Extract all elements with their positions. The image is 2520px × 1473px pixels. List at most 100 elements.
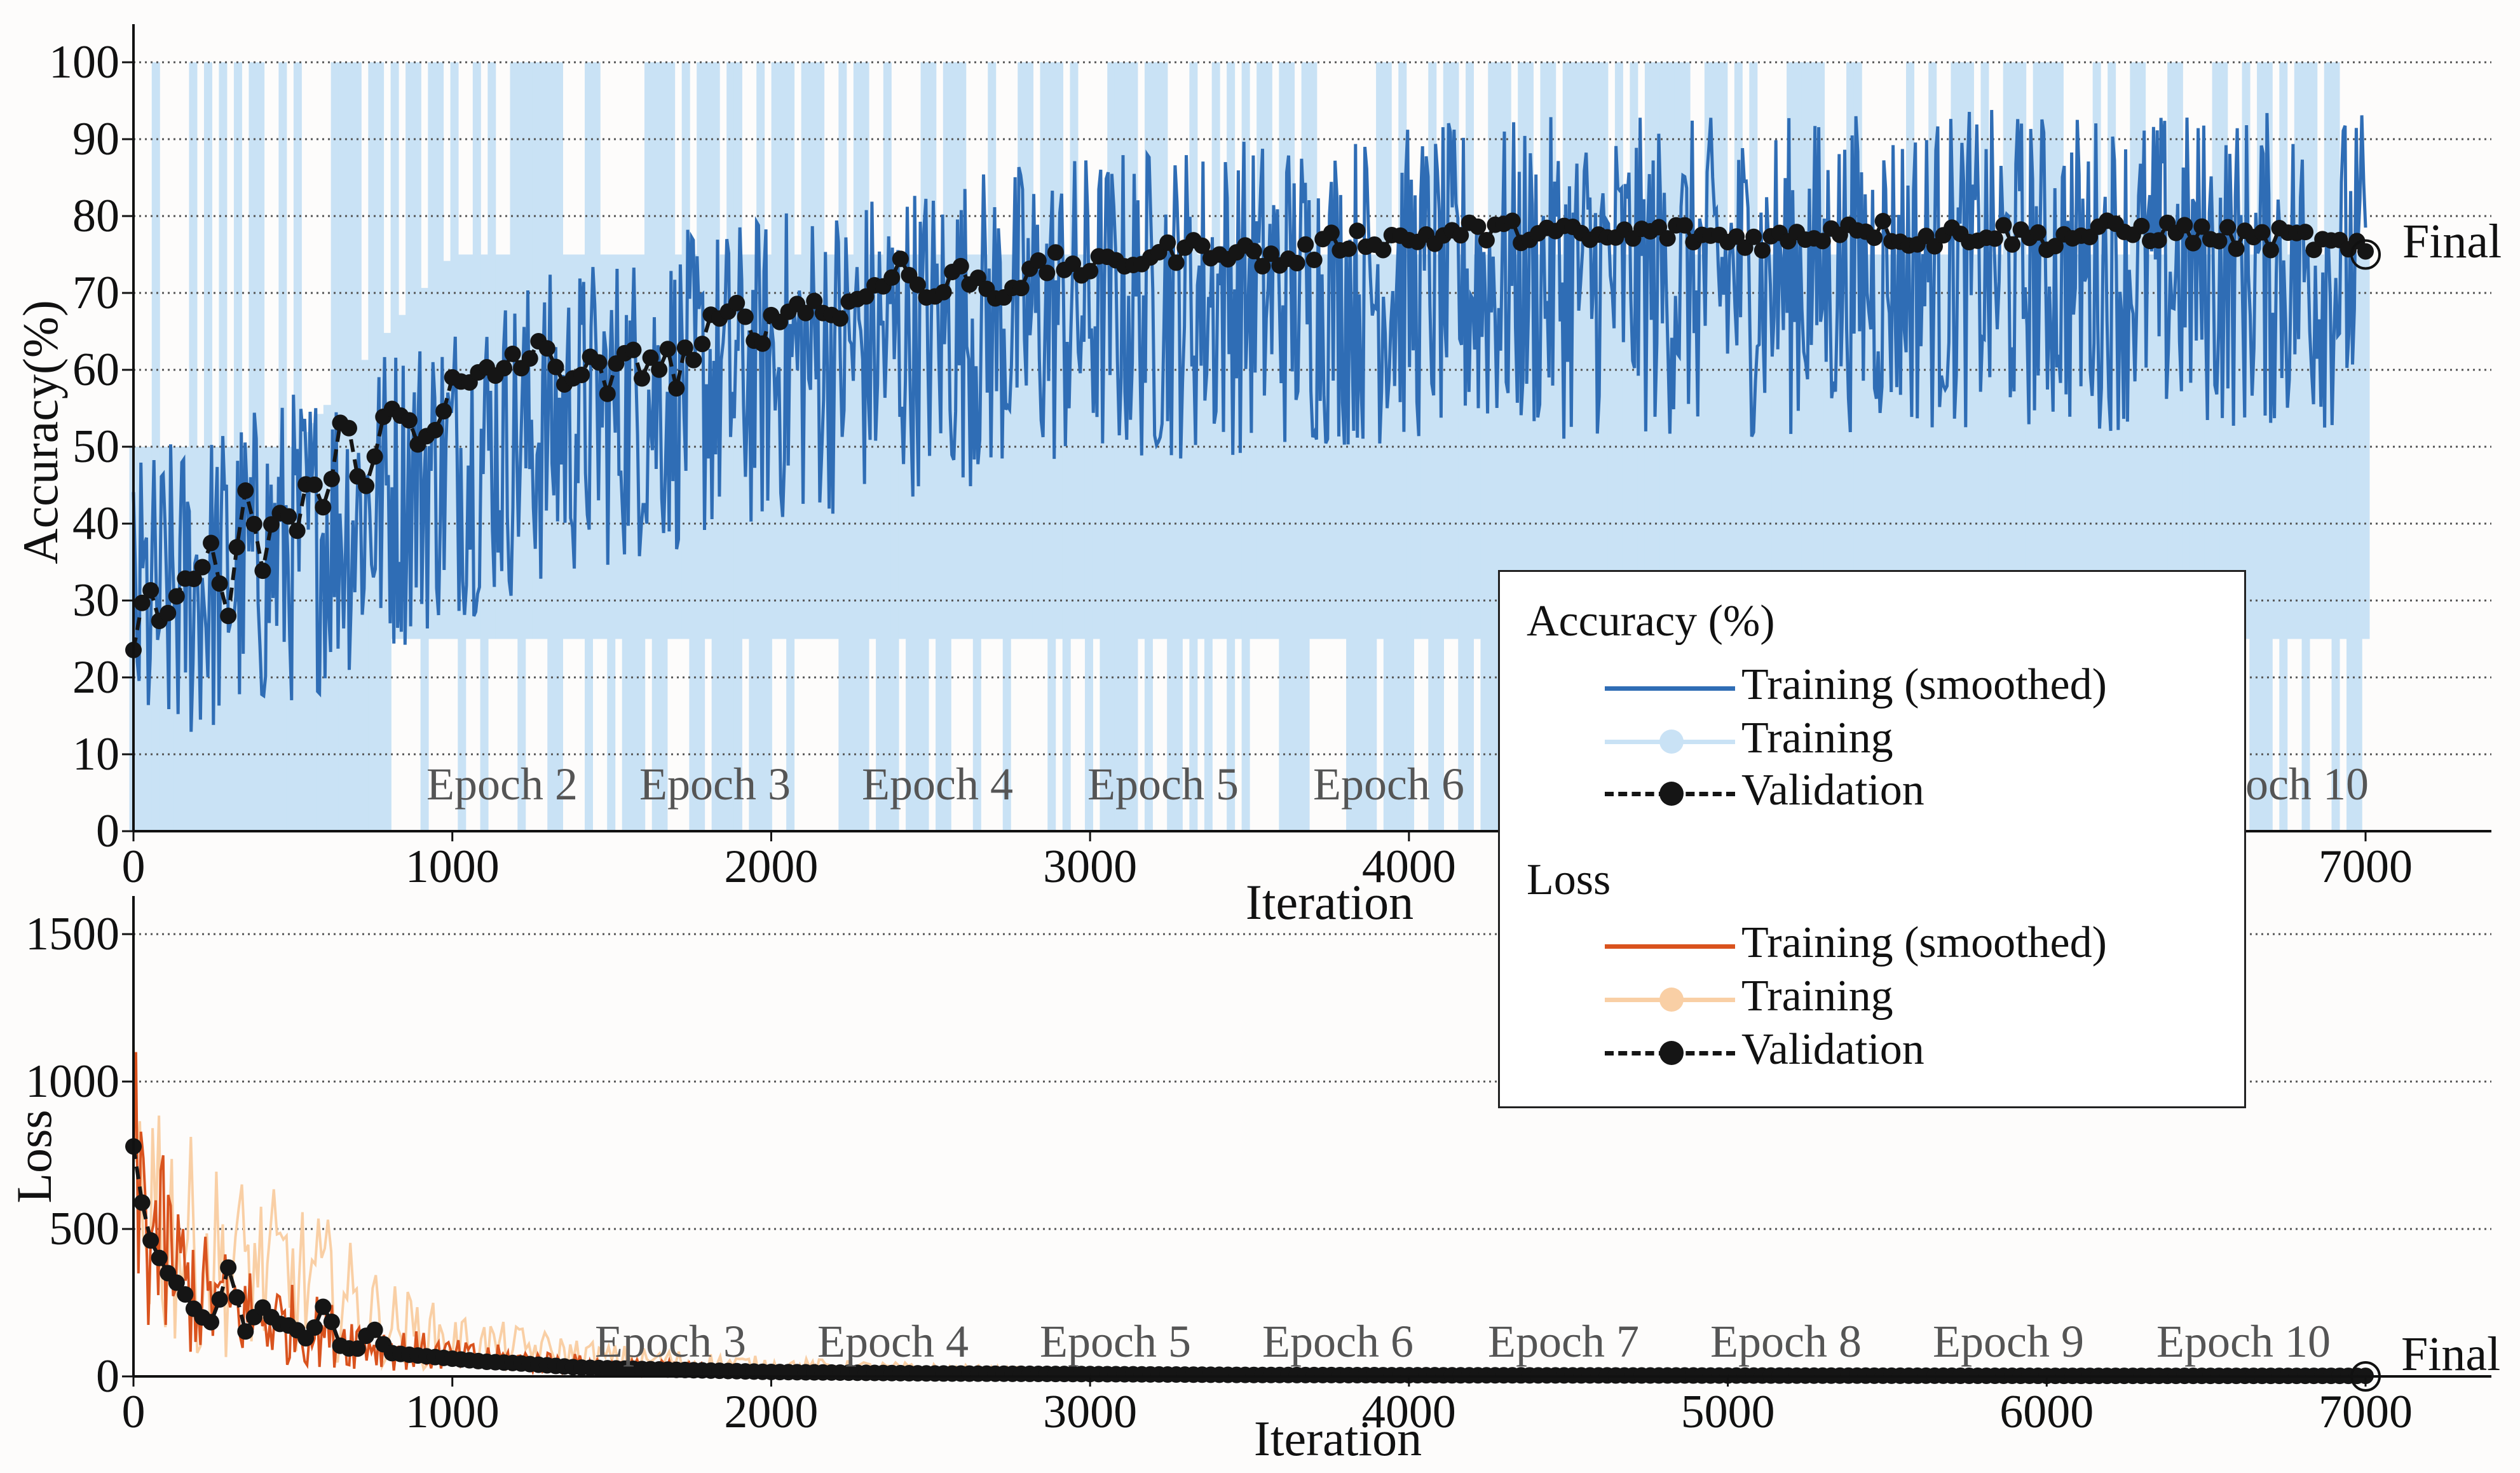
acc-validation-point [496, 360, 513, 377]
acc-validation-point [1297, 236, 1314, 253]
acc-final-marker [2350, 239, 2381, 270]
acc-validation-point [1659, 230, 1676, 247]
loss-validation-point [203, 1313, 220, 1331]
loss-xtick-label: 5000 [1681, 1386, 1775, 1438]
acc-validation-point [935, 283, 952, 301]
acc-validation-point [1159, 234, 1176, 251]
legend-loss-validation-label: Validation [1741, 1025, 1924, 1074]
acc-validation-point [220, 608, 237, 625]
acc-xtick-label: 2000 [724, 841, 818, 893]
acc-validation-point [142, 581, 160, 599]
acc-validation-point [1676, 217, 1693, 234]
legend-loss-title: Loss [1527, 855, 1611, 904]
accuracy-final-label: Final [2402, 215, 2502, 268]
acc-validation-point [969, 269, 986, 287]
acc-validation-point [1082, 262, 1099, 280]
loss-epoch-label: Epoch 7 [1488, 1316, 1639, 1367]
acc-validation-point [685, 351, 702, 369]
legend-acc-raw-label: Training [1741, 714, 1893, 763]
loss-validation-point [323, 1313, 340, 1331]
loss-validation-point [151, 1249, 168, 1266]
acc-epoch-label: Epoch 4 [862, 759, 1013, 810]
acc-validation-point [737, 308, 754, 325]
acc-validation-point [280, 508, 297, 525]
loss-xtick-label: 3000 [1043, 1386, 1137, 1438]
acc-validation-point [1047, 244, 1064, 261]
loss-xtick-label: 4000 [1362, 1386, 1456, 1438]
loss-epoch-label: Epoch 5 [1040, 1316, 1191, 1367]
acc-validation-point [952, 257, 969, 275]
loss-validation-point [220, 1259, 237, 1276]
acc-validation-point [892, 250, 909, 268]
acc-validation-point [168, 588, 185, 605]
loss-epoch-label: Epoch 10 [2156, 1316, 2331, 1367]
loss-epoch-labels: Epoch 3 Epoch 4 Epoch 5 Epoch 6 Epoch 7 Epoch… [595, 1316, 2331, 1367]
acc-validation-point [1375, 241, 1392, 259]
legend-accuracy-title: Accuracy (%) [1527, 597, 1775, 646]
acc-validation-point [2029, 224, 2047, 241]
acc-validation-point [1262, 245, 1279, 262]
acc-validation-point [1288, 255, 1305, 272]
acc-validation-point [2297, 224, 2314, 241]
acc-validation-point [289, 522, 306, 540]
acc-validation-point [306, 476, 323, 493]
loss-validation-point [228, 1289, 245, 1306]
legend-acc-validation-marker [1659, 782, 1684, 806]
loss-validation-point [366, 1321, 383, 1338]
acc-validation-point [1065, 255, 1082, 272]
acc-validation-point [1478, 231, 1495, 248]
acc-validation-point [599, 385, 616, 402]
loss-xtick-label: 2000 [724, 1386, 818, 1438]
legend-acc-validation-label: Validation [1741, 766, 1924, 815]
accuracy-y-axis-label: Accuracy(%) [13, 300, 68, 564]
acc-epoch-label: Epoch 6 [1313, 759, 1464, 810]
loss-validation-point [315, 1298, 332, 1315]
acc-ytick-label: 100 [49, 36, 119, 88]
loss-validation-point [349, 1340, 366, 1357]
acc-validation-point [160, 604, 177, 621]
acc-validation-point [883, 269, 901, 286]
acc-validation-point [1012, 280, 1030, 297]
acc-ytick-label: 80 [72, 190, 119, 242]
acc-validation-point [1874, 212, 1891, 229]
loss-validation-point [142, 1232, 160, 1249]
acc-validation-point [228, 539, 245, 556]
acc-validation-point [1349, 222, 1366, 240]
acc-validation-point [625, 341, 642, 358]
acc-validation-point [831, 310, 848, 327]
loss-ytick-label: 1500 [25, 908, 119, 960]
loss-ytick-label: 1000 [25, 1056, 119, 1108]
acc-validation-point [634, 370, 651, 387]
loss-axes: 0 500 1000 1500 0 1000 2000 3000 4000 5000 6000 700… [25, 896, 2491, 1438]
acc-validation-point [2133, 217, 2150, 234]
acc-validation-point [358, 477, 375, 494]
acc-validation-point [340, 419, 357, 437]
loss-epoch-label: Epoch 8 [1710, 1316, 1862, 1367]
loss-xtick-label: 1000 [405, 1386, 500, 1438]
loss-validation-point [168, 1274, 185, 1291]
acc-validation-point [538, 340, 555, 357]
acc-ytick-label: 50 [72, 421, 119, 473]
acc-validation-point [1754, 241, 1771, 259]
acc-validation-point [211, 575, 228, 592]
accuracy-validation-series [125, 212, 2381, 658]
loss-xtick-label: 7000 [2319, 1386, 2413, 1438]
legend-acc-raw-marker [1659, 730, 1684, 754]
acc-ytick-label: 20 [72, 651, 119, 703]
acc-validation-point [1245, 243, 1262, 260]
acc-validation-point [323, 470, 340, 487]
legend-loss-raw-label: Training [1741, 972, 1893, 1021]
acc-validation-point [2004, 236, 2021, 253]
acc-validation-point [1651, 219, 1668, 236]
acc-validation-point [2184, 234, 2202, 252]
loss-y-axis-label: Loss [6, 1110, 62, 1203]
acc-validation-point [254, 562, 271, 580]
acc-validation-point [521, 350, 538, 367]
acc-validation-point [1030, 252, 1047, 269]
accuracy-x-axis-label: Iteration [1246, 874, 1413, 930]
acc-validation-point [651, 361, 668, 378]
acc-ytick-label: 70 [72, 267, 119, 319]
loss-final-label: Final [2401, 1327, 2500, 1381]
acc-validation-point [547, 358, 564, 376]
acc-validation-point [2219, 219, 2237, 236]
